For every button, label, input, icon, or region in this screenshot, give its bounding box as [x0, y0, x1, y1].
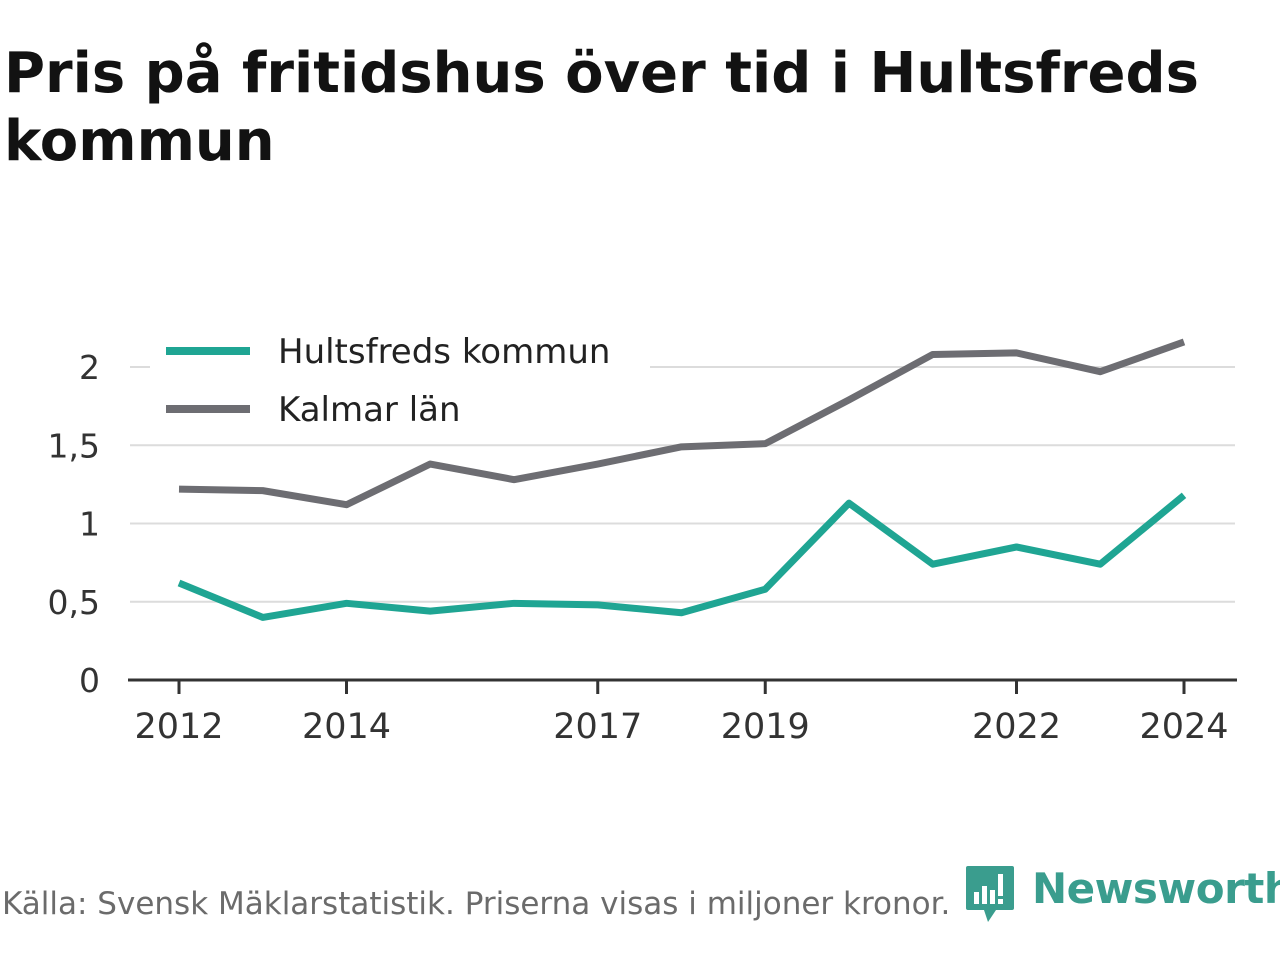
x-tick-label: 2014	[302, 707, 391, 747]
newsworthy-logo-icon	[966, 866, 1014, 922]
source-note: Källa: Svensk Mäklarstatistik. Priserna …	[2, 886, 951, 922]
y-tick-label: 0	[79, 661, 100, 700]
brand-name: Newsworthy	[1032, 864, 1280, 913]
series-line-hultsfreds-kommun	[177, 492, 1187, 621]
x-tick-label: 2012	[134, 707, 223, 747]
x-tick-label: 2019	[721, 707, 810, 747]
y-axis-ticks: 0 0,5 1 1,5 2	[48, 348, 100, 700]
brand: Newsworthy	[964, 864, 1280, 928]
series-lines	[177, 338, 1187, 621]
y-tick-label: 1,5	[48, 426, 100, 465]
legend-background	[150, 326, 650, 438]
legend-label: Kalmar län	[278, 390, 461, 430]
y-tick-label: 1	[79, 505, 100, 544]
x-tick-label: 2024	[1139, 707, 1228, 747]
legend: Hultsfreds kommun Kalmar län	[150, 326, 650, 438]
x-tick-label: 2017	[553, 707, 642, 747]
x-tick-label: 2022	[972, 707, 1061, 747]
series-line-kalmar-lan	[178, 338, 1186, 509]
x-axis: 2012 2014 2017 2019 2022 2024	[128, 678, 1237, 747]
legend-label: Hultsfreds kommun	[278, 332, 610, 372]
y-tick-label: 2	[79, 348, 100, 387]
y-tick-label: 0,5	[48, 583, 100, 622]
chart-title: Pris på fritidshus över tid i Hultsfreds…	[4, 41, 1199, 174]
